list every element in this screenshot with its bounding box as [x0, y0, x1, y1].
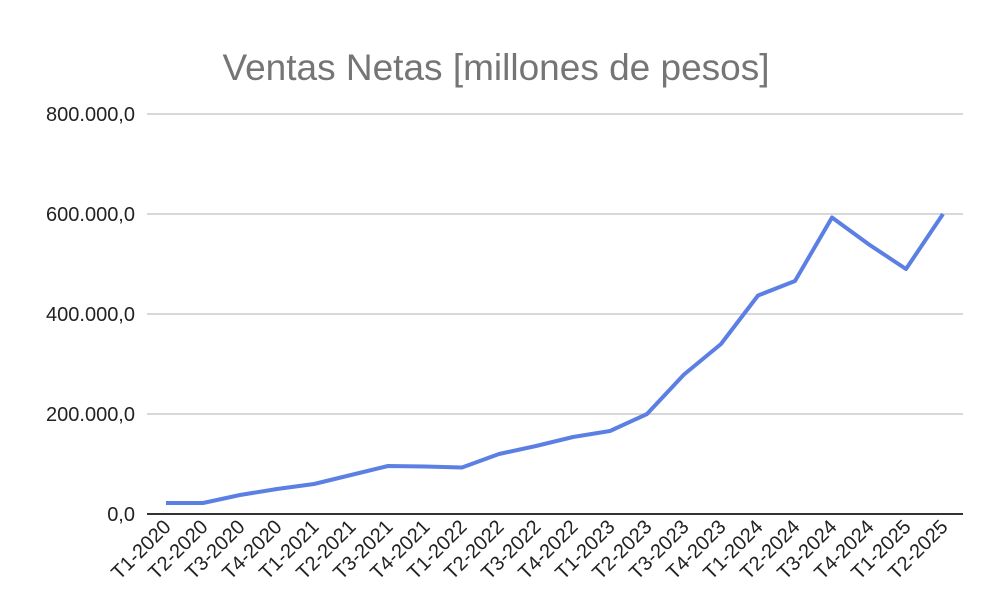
y-tick-label: 0,0 — [107, 504, 135, 526]
chart-title: Ventas Netas [millones de pesos] — [222, 47, 769, 88]
y-tick-label: 600.000,0 — [46, 204, 135, 226]
y-tick-label: 200.000,0 — [46, 404, 135, 426]
y-axis-labels: 0,0 200.000,0 400.000,0 600.000,0 800.000,0 — [46, 104, 135, 526]
gridlines — [147, 113, 963, 415]
y-tick-label: 800.000,0 — [46, 104, 135, 126]
y-tick-label: 400.000,0 — [46, 304, 135, 326]
x-axis-labels: T1-2020T2-2020T3-2020T4-2020T1-2021T2-20… — [107, 516, 952, 584]
series-line-ventas-netas — [166, 212, 945, 505]
